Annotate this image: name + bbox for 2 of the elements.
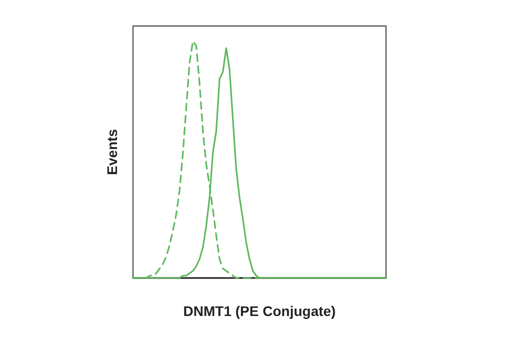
y-axis-title: Events (104, 128, 120, 175)
x-axis-title: DNMT1 (PE Conjugate) (183, 303, 336, 319)
